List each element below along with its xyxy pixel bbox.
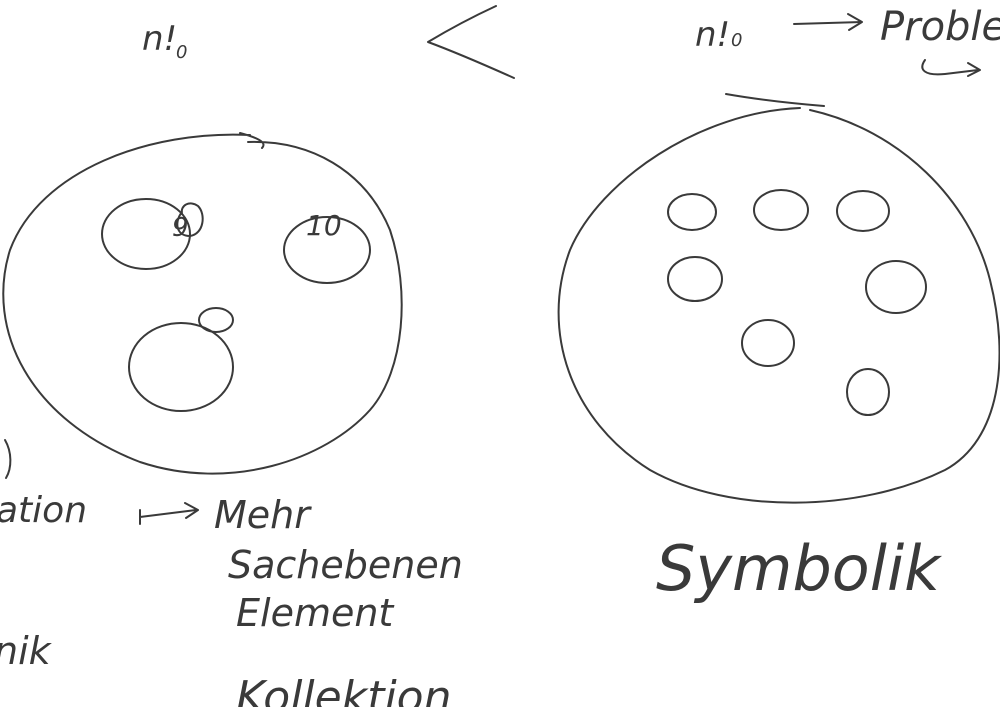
left-n-subscript: 0 <box>176 42 187 63</box>
dot-circle-2 <box>753 189 809 231</box>
less-than-sign <box>427 5 515 79</box>
ring-bottom <box>128 322 234 412</box>
sachebenen-label: Sachebenen <box>228 543 463 587</box>
problem-arrow <box>793 13 863 31</box>
nik-label: nik <box>0 629 53 673</box>
ation-label: ation <box>0 490 87 531</box>
right-n-subscript: 0 <box>731 30 742 51</box>
dot-circle-4 <box>667 256 723 302</box>
left-big-circle <box>2 132 403 475</box>
dot-circle-3 <box>836 190 890 232</box>
ring-10-label: 10 <box>306 209 342 242</box>
ring-left-top <box>101 198 191 270</box>
ring-9-label: 9 <box>172 213 189 243</box>
small-loop-bottom <box>198 307 234 333</box>
small-loop-9 <box>176 202 204 237</box>
symbolik-label: Symbolik <box>656 532 942 605</box>
hooked-arrow <box>921 59 981 77</box>
kollektion-label: Kollektion <box>236 672 452 707</box>
dot-circle-1 <box>667 193 717 231</box>
dot-circle-6 <box>741 319 795 367</box>
problem-label: Proble <box>880 4 1000 50</box>
dot-circle-5 <box>865 260 927 314</box>
right-big-circle <box>557 93 1000 504</box>
mehr-label: Mehr <box>214 493 312 537</box>
left-n-factorial: n! <box>142 19 177 59</box>
dot-circle-7 <box>846 368 890 416</box>
right-n-factorial: n! <box>695 15 730 55</box>
element-label: Element <box>236 591 395 635</box>
ring-right-top <box>283 216 371 284</box>
edge-bracket <box>4 439 12 479</box>
ation-arrow <box>139 502 199 525</box>
